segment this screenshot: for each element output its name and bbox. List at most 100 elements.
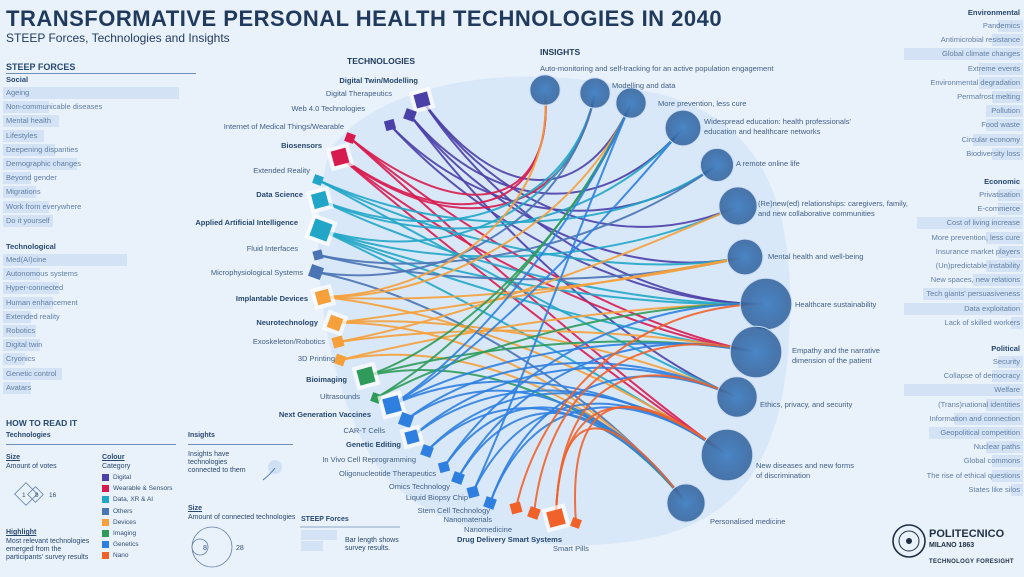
technology-node[interactable]	[306, 186, 334, 214]
insight-label[interactable]: Widespread education: health professiona…	[704, 117, 851, 136]
page-subtitle: STEEP Forces, Technologies and Insights	[6, 31, 230, 45]
insight-node[interactable]	[699, 147, 735, 183]
insight-label[interactable]: Personalised medicine	[710, 517, 786, 526]
technology-node[interactable]	[541, 503, 571, 533]
technology-label[interactable]: Liquid Biopsy Chip	[405, 493, 468, 502]
steep-force-item: Work from everywhere	[3, 200, 81, 213]
steep-force-item: Privatisation	[979, 188, 1023, 201]
insight-label[interactable]: Empathy and the narrative dimension of t…	[792, 346, 880, 365]
technology-node[interactable]	[570, 517, 582, 529]
steep-force-item: Human enhancement	[3, 296, 78, 309]
technology-node[interactable]	[312, 174, 324, 186]
technology-label[interactable]: Nanomaterials	[443, 515, 492, 524]
technology-label[interactable]: Stem Cell Technology	[417, 506, 490, 515]
technology-label[interactable]: Digital Twin/Modelling	[339, 76, 418, 85]
insight-label[interactable]: Healthcare sustainability	[795, 300, 877, 309]
technology-label[interactable]: Ultrasounds	[319, 392, 360, 401]
technology-label[interactable]: Next Generation Vaccines	[278, 410, 371, 419]
technology-node[interactable]	[331, 335, 345, 349]
category-name: Nano	[113, 552, 129, 560]
technology-node[interactable]	[408, 86, 436, 114]
technology-node[interactable]	[483, 496, 497, 510]
technology-node[interactable]	[399, 424, 425, 450]
technology-label[interactable]: Biosensors	[281, 141, 322, 150]
technology-label[interactable]: Extended Reality	[253, 166, 310, 175]
technology-label[interactable]: Smart Pills	[553, 544, 589, 553]
technology-node[interactable]	[420, 444, 434, 458]
steep-force-item: Pandemics	[983, 19, 1023, 32]
technology-node[interactable]	[307, 263, 325, 281]
technology-label[interactable]: Genetic Editing	[345, 440, 401, 449]
technology-label[interactable]: 3D Printing	[297, 354, 335, 363]
technology-node[interactable]	[309, 283, 337, 311]
steep-force-label: Demographic changes	[6, 159, 82, 168]
insight-node[interactable]	[700, 428, 754, 482]
insight-label[interactable]: More prevention, less cure	[658, 99, 747, 108]
technology-node[interactable]	[344, 132, 356, 144]
insight-node[interactable]	[729, 325, 783, 379]
category-legend-item: Imaging	[102, 530, 136, 537]
technology-label[interactable]: Nanomedicine	[464, 525, 512, 534]
technology-node[interactable]	[377, 390, 407, 420]
insight-node[interactable]	[615, 87, 647, 119]
technology-node[interactable]	[527, 506, 541, 520]
insight-label[interactable]: Mental health and well-being	[768, 252, 864, 261]
technology-label[interactable]: Web 4.0 Technologies	[291, 104, 365, 113]
steep-force-item: Hyper-connected	[3, 281, 63, 295]
insight-node[interactable]	[666, 483, 706, 523]
insight-node[interactable]	[726, 238, 764, 276]
technology-node[interactable]	[397, 411, 415, 429]
insight-node[interactable]	[718, 186, 758, 226]
technology-label[interactable]: Drug Delivery Smart Systems	[456, 535, 562, 544]
technology-label[interactable]: Neurotechnology	[256, 318, 318, 327]
technology-square	[383, 118, 397, 132]
technology-node[interactable]	[321, 309, 349, 337]
technology-label[interactable]: Fluid Interfaces	[246, 244, 298, 253]
technology-label[interactable]: Applied Artificial Intelligence	[195, 218, 298, 227]
insight-node[interactable]	[529, 74, 561, 106]
insight-label[interactable]: Ethics, privacy, and security	[760, 400, 853, 409]
howto-steep-desc: Bar length shows survey results.	[345, 537, 399, 552]
howto-size-title: Size	[6, 454, 21, 461]
technology-node[interactable]	[451, 471, 465, 485]
technology-node[interactable]	[333, 353, 347, 367]
technology-node[interactable]	[403, 108, 417, 122]
insight-label[interactable]: A remote online life	[736, 159, 800, 168]
technology-node[interactable]	[383, 118, 397, 132]
insight-label[interactable]: Auto-monitoring and self-tracking for an…	[540, 64, 774, 73]
technology-node[interactable]	[509, 501, 523, 515]
technology-label[interactable]: Digital Therapeutics	[325, 89, 392, 98]
technology-label[interactable]: Bioimaging	[306, 375, 347, 384]
insight-node[interactable]	[664, 109, 702, 147]
technology-node[interactable]	[304, 213, 338, 247]
technology-node[interactable]	[466, 485, 480, 499]
insight-node[interactable]	[579, 77, 611, 109]
technology-label[interactable]: Implantable Devices	[235, 294, 308, 303]
technology-label[interactable]: In Vivo Cell Reprogramming	[322, 455, 416, 464]
technology-node[interactable]	[437, 460, 451, 474]
technology-label[interactable]: Omics Technology	[388, 482, 450, 491]
technology-node[interactable]	[312, 249, 324, 261]
technology-label[interactable]: Oligonucleotide Therapeutics	[338, 469, 436, 478]
technology-label[interactable]: Internet of Medical Things/Wearable	[223, 122, 344, 131]
insight-label[interactable]: (Re)new(ed) relationships: caregivers, f…	[758, 199, 908, 218]
insight-node[interactable]	[739, 277, 793, 331]
howto-insights-title: Insights	[188, 432, 215, 439]
technology-label[interactable]: Exoskeleton/Robotics	[252, 337, 325, 346]
insight-label[interactable]: Modelling and data	[612, 81, 676, 90]
steep-political-title: Political	[991, 344, 1020, 353]
category-legend-item: Digital	[102, 474, 131, 481]
insight-label[interactable]: New diseases and new forms of discrimina…	[756, 461, 854, 480]
technology-label[interactable]: Microphysiological Systems	[210, 268, 303, 277]
insight-node[interactable]	[716, 376, 758, 418]
steep-force-label: Extended reality	[6, 311, 60, 321]
steep-force-label: Privatisation	[979, 190, 1020, 199]
technology-insight-link	[533, 343, 757, 514]
technology-label[interactable]: CAR-T Cells	[343, 426, 385, 435]
technology-square	[397, 411, 415, 429]
connection-lines	[315, 89, 767, 524]
technology-node[interactable]	[325, 142, 355, 172]
technology-node[interactable]	[351, 361, 381, 391]
technology-square	[509, 501, 523, 515]
technology-label[interactable]: Data Science	[256, 190, 303, 199]
